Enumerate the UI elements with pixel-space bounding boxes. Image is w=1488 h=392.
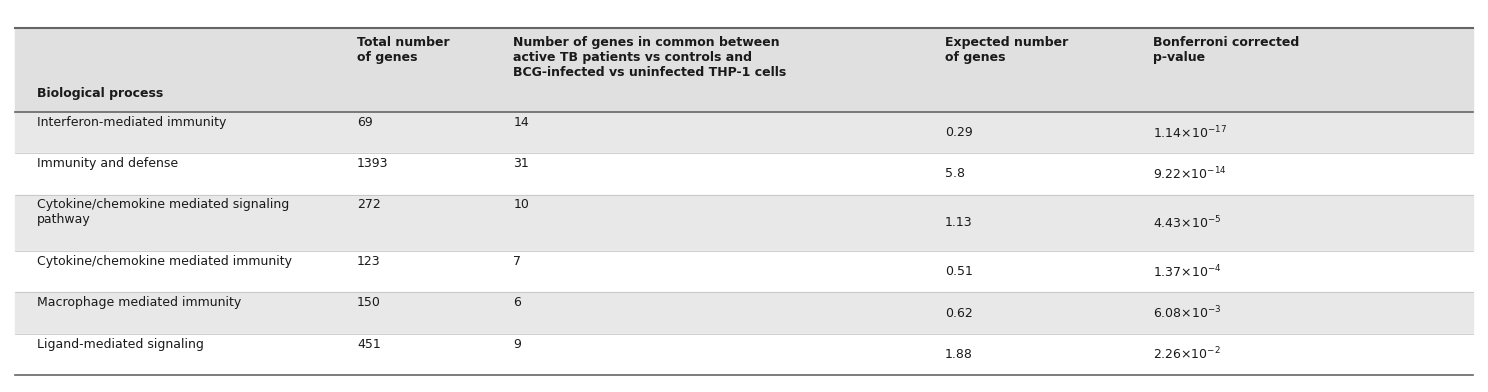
Text: 31: 31: [513, 157, 530, 170]
Bar: [15, 112, 1473, 153]
Text: 1.37×10$^{-4}$: 1.37×10$^{-4}$: [1153, 263, 1222, 280]
Text: 1.13: 1.13: [945, 216, 973, 229]
Text: Macrophage mediated immunity: Macrophage mediated immunity: [37, 296, 241, 309]
Text: 272: 272: [357, 198, 381, 211]
Text: Cytokine/chemokine mediated immunity: Cytokine/chemokine mediated immunity: [37, 255, 292, 268]
Text: 9.22×10$^{-14}$: 9.22×10$^{-14}$: [1153, 165, 1226, 182]
Text: 1393: 1393: [357, 157, 388, 170]
Text: Expected number
of genes: Expected number of genes: [945, 36, 1068, 64]
Bar: [15, 292, 1473, 334]
Text: 0.29: 0.29: [945, 126, 973, 139]
Text: 150: 150: [357, 296, 381, 309]
Text: 5.8: 5.8: [945, 167, 964, 180]
Text: 7: 7: [513, 255, 521, 268]
Bar: [15, 28, 1473, 112]
Text: 1.14×10$^{-17}$: 1.14×10$^{-17}$: [1153, 124, 1228, 141]
Text: Immunity and defense: Immunity and defense: [37, 157, 179, 170]
Text: 69: 69: [357, 116, 373, 129]
Text: Total number
of genes: Total number of genes: [357, 36, 449, 64]
Text: Ligand-mediated signaling: Ligand-mediated signaling: [37, 338, 204, 351]
Text: 6: 6: [513, 296, 521, 309]
Text: Number of genes in common between
active TB patients vs controls and
BCG-infecte: Number of genes in common between active…: [513, 36, 787, 79]
Text: 123: 123: [357, 255, 381, 268]
Text: 0.51: 0.51: [945, 265, 973, 278]
Bar: [15, 153, 1473, 194]
Bar: [15, 251, 1473, 292]
Text: Interferon-mediated immunity: Interferon-mediated immunity: [37, 116, 226, 129]
Bar: [15, 194, 1473, 251]
Text: Bonferroni corrected
p-value: Bonferroni corrected p-value: [1153, 36, 1299, 64]
Text: 14: 14: [513, 116, 530, 129]
Text: 1.88: 1.88: [945, 348, 973, 361]
Text: 10: 10: [513, 198, 530, 211]
Text: 9: 9: [513, 338, 521, 351]
Text: 2.26×10$^{-2}$: 2.26×10$^{-2}$: [1153, 346, 1220, 363]
Text: 6.08×10$^{-3}$: 6.08×10$^{-3}$: [1153, 305, 1222, 321]
Text: Cytokine/chemokine mediated signaling
pathway: Cytokine/chemokine mediated signaling pa…: [37, 198, 290, 227]
Text: Biological process: Biological process: [37, 87, 164, 100]
Text: 451: 451: [357, 338, 381, 351]
Text: 0.62: 0.62: [945, 307, 973, 319]
Text: 4.43×10$^{-5}$: 4.43×10$^{-5}$: [1153, 214, 1222, 231]
Bar: [15, 334, 1473, 375]
